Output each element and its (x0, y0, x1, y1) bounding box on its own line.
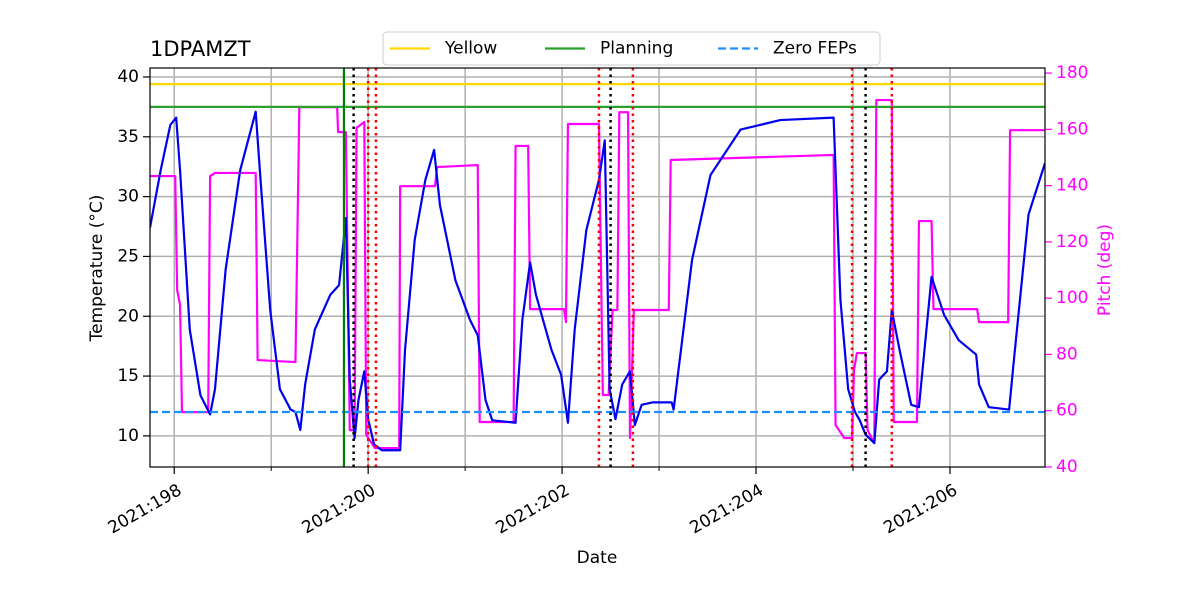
y2-tick-label: 160 (1056, 119, 1088, 139)
y2-tick-label: 40 (1056, 457, 1078, 477)
y-tick-label: 20 (117, 306, 139, 326)
plot-area (150, 68, 1045, 467)
chart-title: 1DPAMZT (150, 37, 251, 61)
y-tick-label: 15 (117, 366, 139, 386)
y-tick-label: 10 (117, 426, 139, 446)
plot-frame (149, 67, 1046, 468)
legend: Yellow Planning Zero FEPs (382, 31, 881, 66)
y-tick-label: 25 (117, 246, 139, 266)
legend-label: Planning (600, 39, 673, 59)
legend-label: Yellow (444, 39, 497, 59)
y2-tick-label: 60 (1056, 401, 1078, 421)
data-line (150, 110, 1045, 452)
legend-label: Zero FEPs (773, 39, 857, 59)
y2-tick-label: 100 (1056, 288, 1088, 308)
y2-tick-label: 80 (1056, 344, 1078, 364)
y-axis-label: Temperature (°C) (87, 195, 107, 343)
y2-axis-label: Pitch (deg) (1095, 224, 1115, 316)
y2-tick-label: 180 (1056, 63, 1088, 83)
y-tick-label: 35 (117, 127, 139, 147)
y-tick-label: 40 (117, 67, 139, 87)
legend-box (382, 31, 881, 66)
x-axis-label: Date (577, 548, 618, 568)
y2-tick-label: 120 (1056, 232, 1088, 252)
data-line (150, 98, 1045, 450)
y2-tick-label: 140 (1056, 176, 1088, 196)
y-tick-label: 30 (117, 187, 139, 207)
